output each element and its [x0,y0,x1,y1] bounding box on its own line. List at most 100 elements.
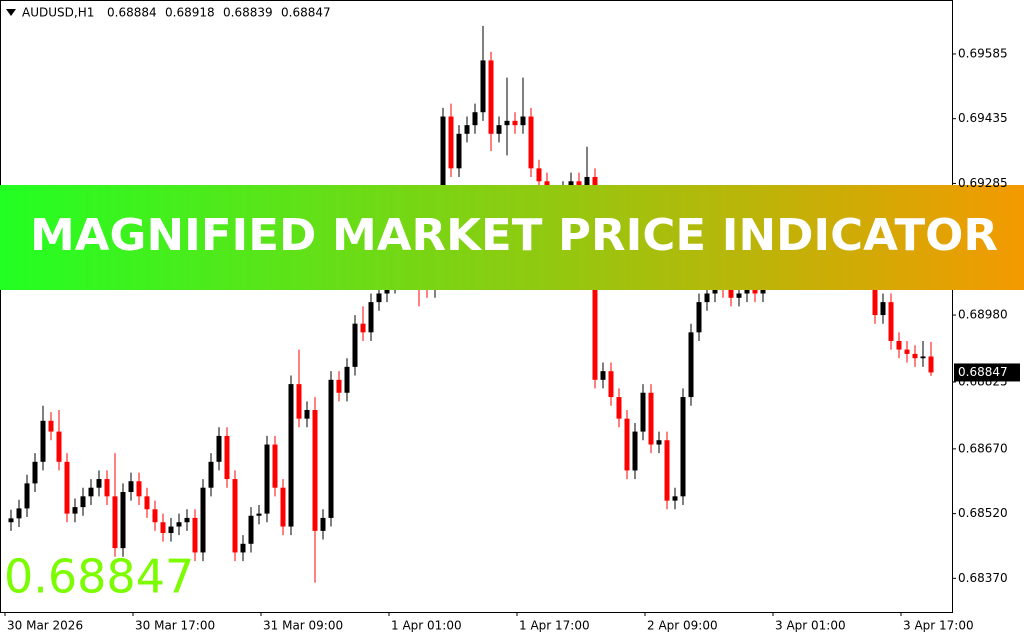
candle-body [336,379,342,393]
x-tick-label: 1 Apr 17:00 [519,619,590,633]
banner-text: MAGNIFIED MARKET PRICE INDICATOR [30,210,998,261]
candle-body [472,112,478,126]
candle-body [80,496,86,508]
y-tick-label: 0.69435 [958,111,1008,125]
candle-body [872,271,878,316]
candle-body [608,371,614,398]
candle-body [664,440,670,501]
candle-body [304,410,310,419]
candle-body [72,507,78,514]
candle-body [920,356,926,359]
candle-body [144,496,150,510]
y-tick-label: 0.69285 [958,176,1008,190]
candle-body [464,125,470,134]
candle-body [184,517,190,523]
price-label: 0.68847 [958,365,1008,379]
candle-body [168,526,174,534]
candle-body [152,509,158,523]
candle-body [192,517,198,553]
candle-body [752,289,758,294]
candle-body [120,492,126,549]
candle-body [496,125,502,134]
candle-body [280,487,286,527]
candle-body [640,392,646,432]
candle-body [520,116,526,126]
x-tick-label: 2 Apr 09:00 [647,619,718,633]
candle-body [536,168,542,182]
candle-body [704,293,710,303]
candle-body [40,420,46,462]
candle-body [488,60,494,134]
price-label-box [954,363,1020,382]
candle-body [328,379,334,518]
candle-body [64,461,70,514]
candle-body [8,518,14,523]
candle-body [584,176,590,190]
candle-body [736,293,742,298]
candle-body [232,479,238,553]
candle-body [264,444,270,514]
x-tick-label: 3 Apr 01:00 [775,619,846,633]
y-tick-label: 0.68670 [958,441,1008,455]
candle-body [16,508,22,519]
candle-body [104,479,110,497]
candle-body [600,371,606,380]
symbol: AUDUSD,H1 [22,6,94,20]
candle-body [904,349,910,354]
candle-body [912,353,918,359]
big-price: 0.68847 [4,550,194,604]
candle-body [896,340,902,350]
header-close: 0.68847 [281,6,331,20]
header-low: 0.68839 [223,6,273,20]
candle-body [504,120,510,126]
candle-body [160,522,166,534]
candle-body [56,431,62,462]
candle-body [272,444,278,488]
banner [0,185,1024,290]
candle-body [248,515,254,544]
candle-body [96,479,102,488]
candle-body [112,496,118,549]
candle-body [888,302,894,341]
candle-body [728,289,734,298]
candle-body [672,496,678,501]
candle-body [88,487,94,497]
y-tick-label: 0.68980 [958,308,1008,322]
x-tick-label: 31 Mar 09:00 [263,619,343,633]
candle-body [528,116,534,169]
candle-body [512,120,518,126]
candle-body [176,522,182,527]
candle-body [656,440,662,445]
plot-frame [0,0,953,613]
y-tick-label: 0.68370 [958,571,1008,585]
candle-body [376,293,382,303]
candle-body [128,481,134,493]
x-tick-label: 30 Mar 2026 [7,619,83,633]
candle-body [688,332,694,398]
candle-body [48,420,54,432]
y-tick-label: 0.68520 [958,506,1008,520]
candle-body [240,543,246,553]
candle-body [680,397,686,497]
candle-body [208,461,214,488]
candle-body [360,323,366,333]
candle-body [200,487,206,553]
header-open: 0.68884 [107,6,157,20]
x-tick-label: 3 Apr 17:00 [903,619,974,633]
candle-body [440,116,446,242]
candle-body [312,410,318,531]
candle-body [296,384,302,419]
candle-body [648,392,654,445]
candle-body [256,513,262,516]
candle-body [24,483,30,509]
candle-body [928,356,934,373]
candle-body [880,302,886,316]
candle-body [216,435,222,462]
candle-body [352,323,358,367]
candle-body [344,366,350,393]
candle-body [744,289,750,294]
candle-body [320,517,326,531]
candle-body [456,133,462,169]
